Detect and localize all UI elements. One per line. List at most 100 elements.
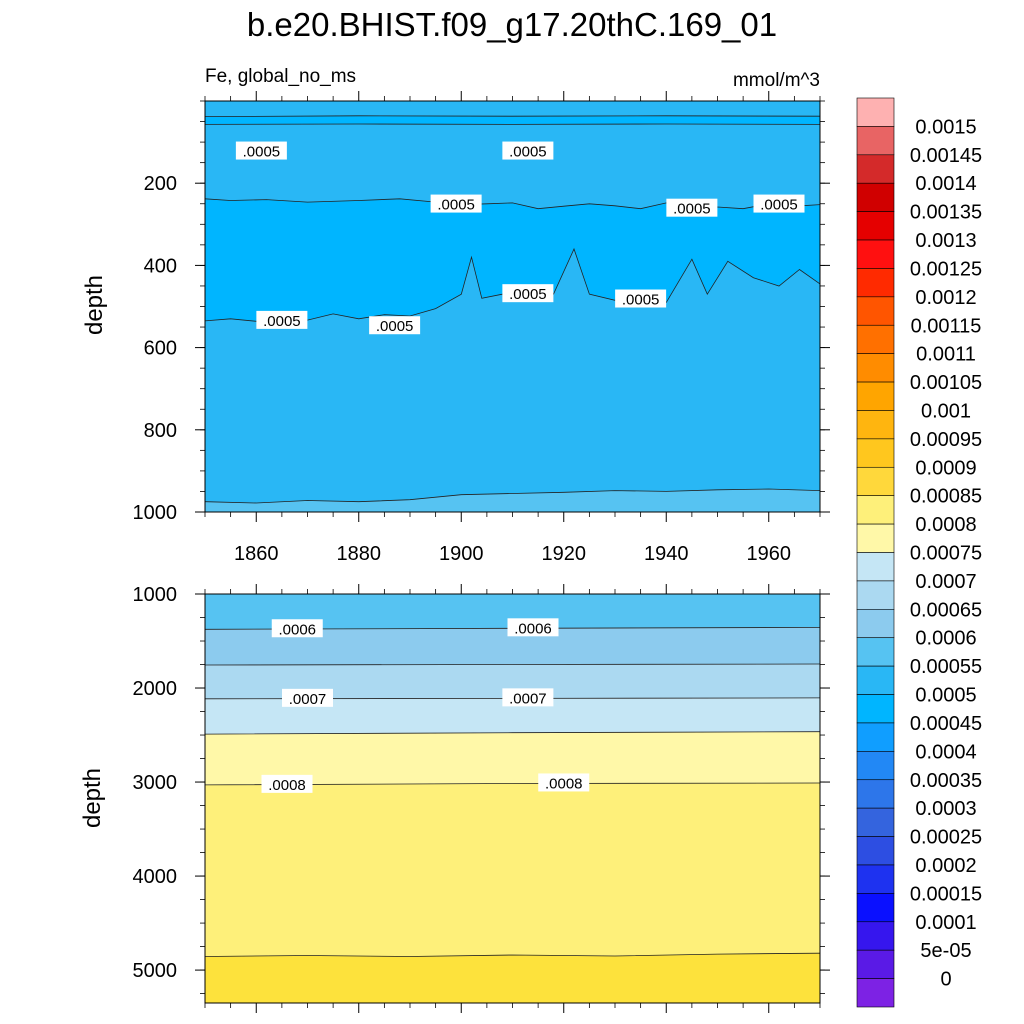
colorbar-label-1: 0.00145 xyxy=(910,145,982,167)
units-label: mmol/m^3 xyxy=(733,70,820,91)
contour-label-bg-0-6 xyxy=(369,316,421,335)
contour-label-bg-0-2 xyxy=(430,194,482,213)
fill-band-0-2 xyxy=(205,124,820,210)
contour-label-0-1: .0005 xyxy=(509,144,547,161)
contour-line-0-4 xyxy=(204,488,821,504)
upper-panel: Fe, global_no_ms mmol/m^3 depth .0005 .00… xyxy=(81,66,830,565)
colorbar-label-25: 0.00025 xyxy=(910,827,982,849)
colorbar-label-16: 0.0007 xyxy=(915,571,976,593)
colorbar-swatch-28 xyxy=(856,893,895,923)
colorbar-label-4: 0.0013 xyxy=(915,230,976,252)
y-tick-label-1-0: 1000 xyxy=(133,584,178,606)
contour-label-1-2: .0007 xyxy=(289,691,327,708)
colorbar-swatch-29 xyxy=(856,921,895,951)
fill-band-0-0 xyxy=(205,101,820,117)
contour-label-1-0: .0006 xyxy=(278,621,316,638)
y-tick-label-1-4: 5000 xyxy=(133,960,178,982)
colorbar-label-2: 0.0014 xyxy=(915,173,976,195)
contour-label-1-5: .0008 xyxy=(545,775,583,792)
colorbar-swatch-6 xyxy=(856,268,895,298)
contour-label-0-2: .0005 xyxy=(437,197,475,214)
colorbar-swatch-23 xyxy=(856,751,895,781)
colorbar-label-17: 0.00065 xyxy=(910,599,982,621)
colorbar-swatch-16 xyxy=(856,552,895,582)
colorbar-label-29: 5e-05 xyxy=(920,940,971,962)
fill-band-0-4 xyxy=(205,249,820,503)
contour-label-0-6: .0005 xyxy=(376,318,414,335)
colorbar-swatch-0 xyxy=(856,97,895,127)
contour-label-bg-0-5 xyxy=(256,310,308,329)
colorbar-label-3: 0.00135 xyxy=(910,202,982,224)
fill-band-1-0 xyxy=(205,594,820,630)
contour-label-0-8: .0005 xyxy=(622,292,660,309)
y-tick-label-1-1: 2000 xyxy=(133,678,178,700)
colorbar-swatch-19 xyxy=(856,637,895,667)
fill-band-1-1 xyxy=(205,627,820,665)
contour-label-bg-0-3 xyxy=(666,198,718,217)
y-tick-label-0-2: 600 xyxy=(144,338,177,360)
colorbar-swatch-7 xyxy=(856,296,895,326)
colorbar-label-22: 0.0004 xyxy=(915,741,976,763)
colorbar-swatch-30 xyxy=(856,949,895,979)
colorbar-swatch-1 xyxy=(856,126,895,156)
colorbar-swatch-4 xyxy=(856,211,895,241)
colorbar-swatch-14 xyxy=(856,495,895,525)
colorbar-swatch-27 xyxy=(856,864,895,894)
x-tick-label-4: 1940 xyxy=(644,543,689,565)
colorbar-swatch-5 xyxy=(856,239,895,269)
y-axis-label-bottom: depth xyxy=(79,768,106,828)
colorbar-label-20: 0.0005 xyxy=(915,685,976,707)
colorbar-swatch-21 xyxy=(856,694,895,724)
variable-label: Fe, global_no_ms xyxy=(205,66,356,87)
colorbar-label-13: 0.00085 xyxy=(910,486,982,508)
contour-label-0-5: .0005 xyxy=(263,313,301,330)
contour-label-1-4: .0008 xyxy=(268,777,306,794)
contour-label-0-3: .0005 xyxy=(673,201,711,218)
colorbar-label-21: 0.00045 xyxy=(910,713,982,735)
contour-label-bg-1-5 xyxy=(538,773,590,792)
contour-label-1-3: .0007 xyxy=(509,690,547,707)
colorbar-swatch-25 xyxy=(856,807,895,837)
colorbar-swatch-24 xyxy=(856,779,895,809)
contour-label-bg-0-8 xyxy=(615,289,667,308)
y-tick-label-1-2: 3000 xyxy=(133,772,178,794)
contour-label-bg-0-4 xyxy=(753,194,805,213)
colorbar-label-9: 0.00105 xyxy=(910,372,982,394)
colorbar-swatch-15 xyxy=(856,523,895,553)
colorbar-label-27: 0.00015 xyxy=(910,883,982,905)
colorbar-label-0: 0.0015 xyxy=(915,116,976,138)
colorbar-swatch-22 xyxy=(856,722,895,752)
contour-label-bg-1-3 xyxy=(502,688,554,707)
contour-label-1-1: .0006 xyxy=(514,620,552,637)
colorbar-swatch-26 xyxy=(856,836,895,866)
fill-band-1-2 xyxy=(205,664,820,699)
contour-label-bg-1-1 xyxy=(507,618,559,637)
contour-label-0-7: .0005 xyxy=(509,286,547,303)
contour-label-0-0: .0005 xyxy=(243,144,281,161)
x-tick-label-2: 1900 xyxy=(439,543,484,565)
contour-line-1-5 xyxy=(204,952,821,957)
colorbar-swatch-12 xyxy=(856,438,895,468)
colorbar-swatch-13 xyxy=(856,466,895,496)
fill-band-0-1 xyxy=(205,115,820,125)
colorbar-swatch-2 xyxy=(856,154,895,184)
colorbar-label-14: 0.0008 xyxy=(915,514,976,536)
colorbar-swatch-3 xyxy=(856,182,895,212)
x-tick-label-1: 1880 xyxy=(337,543,382,565)
contour-line-1-1 xyxy=(204,663,821,666)
contour-label-bg-0-7 xyxy=(502,284,554,303)
colorbar-label-23: 0.00035 xyxy=(910,770,982,792)
fill-band-1-3 xyxy=(205,697,820,735)
lower-panel: depth .0006 .0006 .0007 .0007 .0008 .0008 1000… xyxy=(79,584,830,1013)
y-tick-label-0-0: 200 xyxy=(144,173,177,195)
colorbar-label-11: 0.00095 xyxy=(910,429,982,451)
fill-band-1-4 xyxy=(205,731,820,785)
colorbar-label-5: 0.00125 xyxy=(910,258,982,280)
contour-label-bg-1-2 xyxy=(282,688,333,707)
colorbar-label-28: 0.0001 xyxy=(915,912,976,934)
colorbar-label-10: 0.001 xyxy=(921,400,971,422)
colorbar-swatch-17 xyxy=(856,580,895,610)
colorbar-swatch-8 xyxy=(856,324,895,354)
colorbar-label-12: 0.0009 xyxy=(915,457,976,479)
